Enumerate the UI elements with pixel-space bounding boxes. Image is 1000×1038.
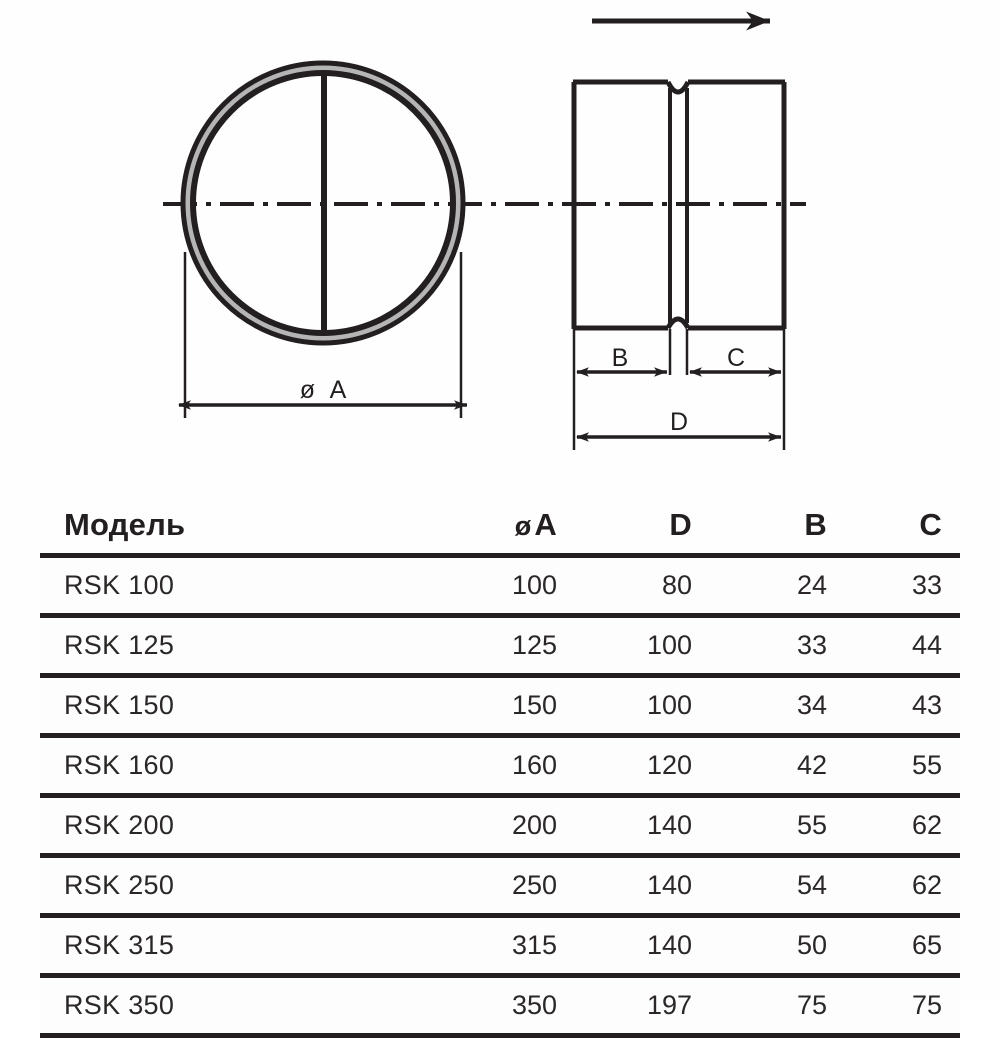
table-header: Модель øA D B C xyxy=(40,505,960,558)
cell-model: RSK 125 xyxy=(40,615,440,678)
cell-model: RSK 250 xyxy=(40,855,440,918)
cell-diameter-a: 125 xyxy=(440,615,575,678)
cell-d: 140 xyxy=(575,915,710,978)
table-row: RSK 150 150 100 34 43 xyxy=(40,675,960,738)
table-row: RSK 200 200 140 55 62 xyxy=(40,795,960,858)
dimension-extension-lines xyxy=(572,329,786,450)
column-header-diameter-a: øA xyxy=(440,505,575,558)
cell-d: 100 xyxy=(575,675,710,738)
table-body: RSK 100 100 80 24 33 RSK 125 125 100 33 44 RSK 150… xyxy=(40,555,960,1038)
cell-d: 197 xyxy=(575,975,710,1038)
cell-b: 42 xyxy=(710,735,845,798)
cell-b: 33 xyxy=(710,615,845,678)
column-header-b: B xyxy=(710,505,845,558)
cell-diameter-a: 100 xyxy=(440,555,575,618)
cell-model: RSK 150 xyxy=(40,675,440,738)
column-header-d: D xyxy=(575,505,710,558)
cell-c: 62 xyxy=(845,795,960,858)
cell-c: 65 xyxy=(845,915,960,978)
dimension-c: C xyxy=(689,344,781,377)
dimension-label-diameter-a: ø A xyxy=(300,376,347,404)
table-header-row: Модель øA D B C xyxy=(40,505,960,558)
spec-table-wrapper: Модель øA D B C RSK 100 100 80 24 33 RSK 125 1… xyxy=(40,505,960,1038)
cell-c: 62 xyxy=(845,855,960,918)
cell-d: 80 xyxy=(575,555,710,618)
cell-d: 120 xyxy=(575,735,710,798)
dimension-b: B xyxy=(576,344,667,377)
cell-model: RSK 200 xyxy=(40,795,440,858)
table-row: RSK 315 315 140 50 65 xyxy=(40,915,960,978)
table-row: RSK 125 125 100 33 44 xyxy=(40,615,960,678)
cell-c: 44 xyxy=(845,615,960,678)
cell-diameter-a: 150 xyxy=(440,675,575,738)
dimension-label-c: C xyxy=(727,344,745,372)
cell-diameter-a: 250 xyxy=(440,855,575,918)
dimension-label-d: D xyxy=(670,408,688,436)
cell-c: 55 xyxy=(845,735,960,798)
cell-d: 140 xyxy=(575,795,710,858)
cell-diameter-a: 200 xyxy=(440,795,575,858)
cell-diameter-a: 160 xyxy=(440,735,575,798)
column-header-model: Модель xyxy=(40,505,440,558)
cell-b: 54 xyxy=(710,855,845,918)
cell-b: 50 xyxy=(710,915,845,978)
table-row: RSK 160 160 120 42 55 xyxy=(40,735,960,798)
dimension-d: D xyxy=(576,408,781,442)
side-view-sleeve xyxy=(571,79,787,331)
dimension-diameter-a: ø A xyxy=(178,252,467,418)
cell-b: 34 xyxy=(710,675,845,738)
technical-drawing: ø A xyxy=(0,0,1000,480)
dimension-label-b: B xyxy=(612,344,629,372)
cell-c: 33 xyxy=(845,555,960,618)
cell-diameter-a: 350 xyxy=(440,975,575,1038)
model-dimensions-table: Модель øA D B C RSK 100 100 80 24 33 RSK 125 1… xyxy=(40,505,960,1038)
table-row: RSK 250 250 140 54 62 xyxy=(40,855,960,918)
cell-model: RSK 100 xyxy=(40,555,440,618)
column-header-a-letter: A xyxy=(534,507,557,542)
cell-c: 43 xyxy=(845,675,960,738)
cell-b: 75 xyxy=(710,975,845,1038)
table-row: RSK 350 350 197 75 75 xyxy=(40,975,960,1038)
column-header-c: C xyxy=(845,505,960,558)
front-view-circle xyxy=(180,60,466,346)
cell-model: RSK 315 xyxy=(40,915,440,978)
cell-b: 55 xyxy=(710,795,845,858)
cell-model: RSK 350 xyxy=(40,975,440,1038)
cell-c: 75 xyxy=(845,975,960,1038)
cell-d: 100 xyxy=(575,615,710,678)
cell-d: 140 xyxy=(575,855,710,918)
table-row: RSK 100 100 80 24 33 xyxy=(40,555,960,618)
diameter-symbol: ø xyxy=(514,511,532,541)
cell-model: RSK 160 xyxy=(40,735,440,798)
cell-diameter-a: 315 xyxy=(440,915,575,978)
cell-b: 24 xyxy=(710,555,845,618)
